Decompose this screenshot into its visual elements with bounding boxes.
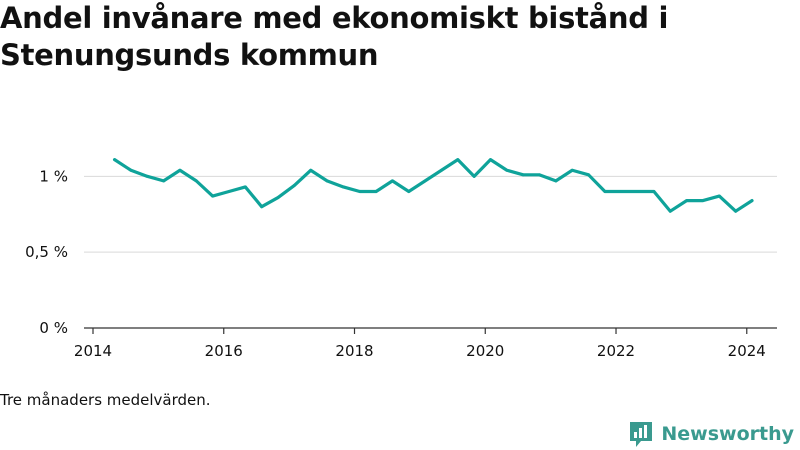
data-point bbox=[472, 174, 476, 178]
data-point bbox=[243, 185, 247, 189]
data-point bbox=[178, 168, 182, 172]
data-point bbox=[668, 209, 672, 213]
x-axis: 2014 2016 2018 2020 2022 2024 bbox=[74, 327, 777, 360]
data-point bbox=[701, 199, 705, 203]
data-point bbox=[358, 190, 362, 193]
data-point bbox=[734, 209, 738, 213]
x-tick-label: 2016 bbox=[205, 342, 243, 360]
data-point bbox=[440, 168, 443, 172]
data-point bbox=[145, 174, 149, 178]
grid-lines bbox=[84, 175, 777, 253]
data-point bbox=[538, 173, 541, 177]
data-point bbox=[260, 205, 264, 209]
data-point bbox=[391, 179, 394, 183]
data-point bbox=[505, 168, 509, 172]
data-point bbox=[325, 179, 329, 183]
data-point bbox=[276, 196, 280, 199]
data-point bbox=[113, 158, 116, 162]
data-point bbox=[587, 173, 590, 177]
data-point bbox=[619, 190, 623, 193]
x-tick-label: 2022 bbox=[597, 342, 635, 360]
data-point bbox=[407, 190, 411, 193]
brand-logo[interactable]: Newsworthy bbox=[628, 420, 794, 448]
data-point bbox=[423, 179, 427, 183]
brand-name: Newsworthy bbox=[661, 423, 794, 445]
data-point bbox=[717, 194, 721, 198]
y-tick-label: 0,5 % bbox=[25, 243, 68, 261]
data-point bbox=[227, 190, 231, 193]
data-point bbox=[570, 168, 574, 172]
data-point bbox=[685, 199, 689, 203]
data-point bbox=[636, 190, 639, 193]
data-point bbox=[603, 190, 607, 193]
data-point bbox=[129, 168, 133, 172]
line-chart: 0 % 0,5 % 1 % 2014 2016 2018 2020 2022 2024 bbox=[25, 158, 777, 360]
chart-title: Andel invånare med ekonomiskt bistånd i … bbox=[0, 1, 669, 72]
y-tick-label: 1 % bbox=[39, 167, 68, 185]
data-point bbox=[292, 184, 296, 187]
data-point bbox=[489, 158, 492, 162]
data-point bbox=[162, 179, 166, 183]
data-point bbox=[554, 179, 558, 183]
data-point bbox=[750, 199, 754, 203]
series-line bbox=[112, 158, 754, 213]
data-point bbox=[521, 173, 525, 177]
data-point bbox=[374, 190, 378, 193]
data-point bbox=[341, 185, 345, 189]
x-tick-label: 2024 bbox=[728, 342, 766, 360]
footnote: Tre månaders medelvärden. bbox=[0, 391, 211, 409]
data-point bbox=[652, 190, 656, 193]
data-point bbox=[309, 168, 313, 172]
data-point bbox=[211, 194, 215, 198]
newsworthy-logo-icon bbox=[630, 422, 653, 447]
x-tick-label: 2018 bbox=[335, 342, 373, 360]
x-tick-label: 2014 bbox=[74, 342, 112, 360]
x-tick-label: 2020 bbox=[466, 342, 504, 360]
data-point bbox=[194, 179, 198, 183]
data-point bbox=[456, 158, 460, 162]
y-tick-label: 0 % bbox=[39, 319, 68, 337]
y-axis-labels: 0 % 0,5 % 1 % bbox=[25, 167, 68, 337]
series-layer bbox=[112, 158, 754, 213]
